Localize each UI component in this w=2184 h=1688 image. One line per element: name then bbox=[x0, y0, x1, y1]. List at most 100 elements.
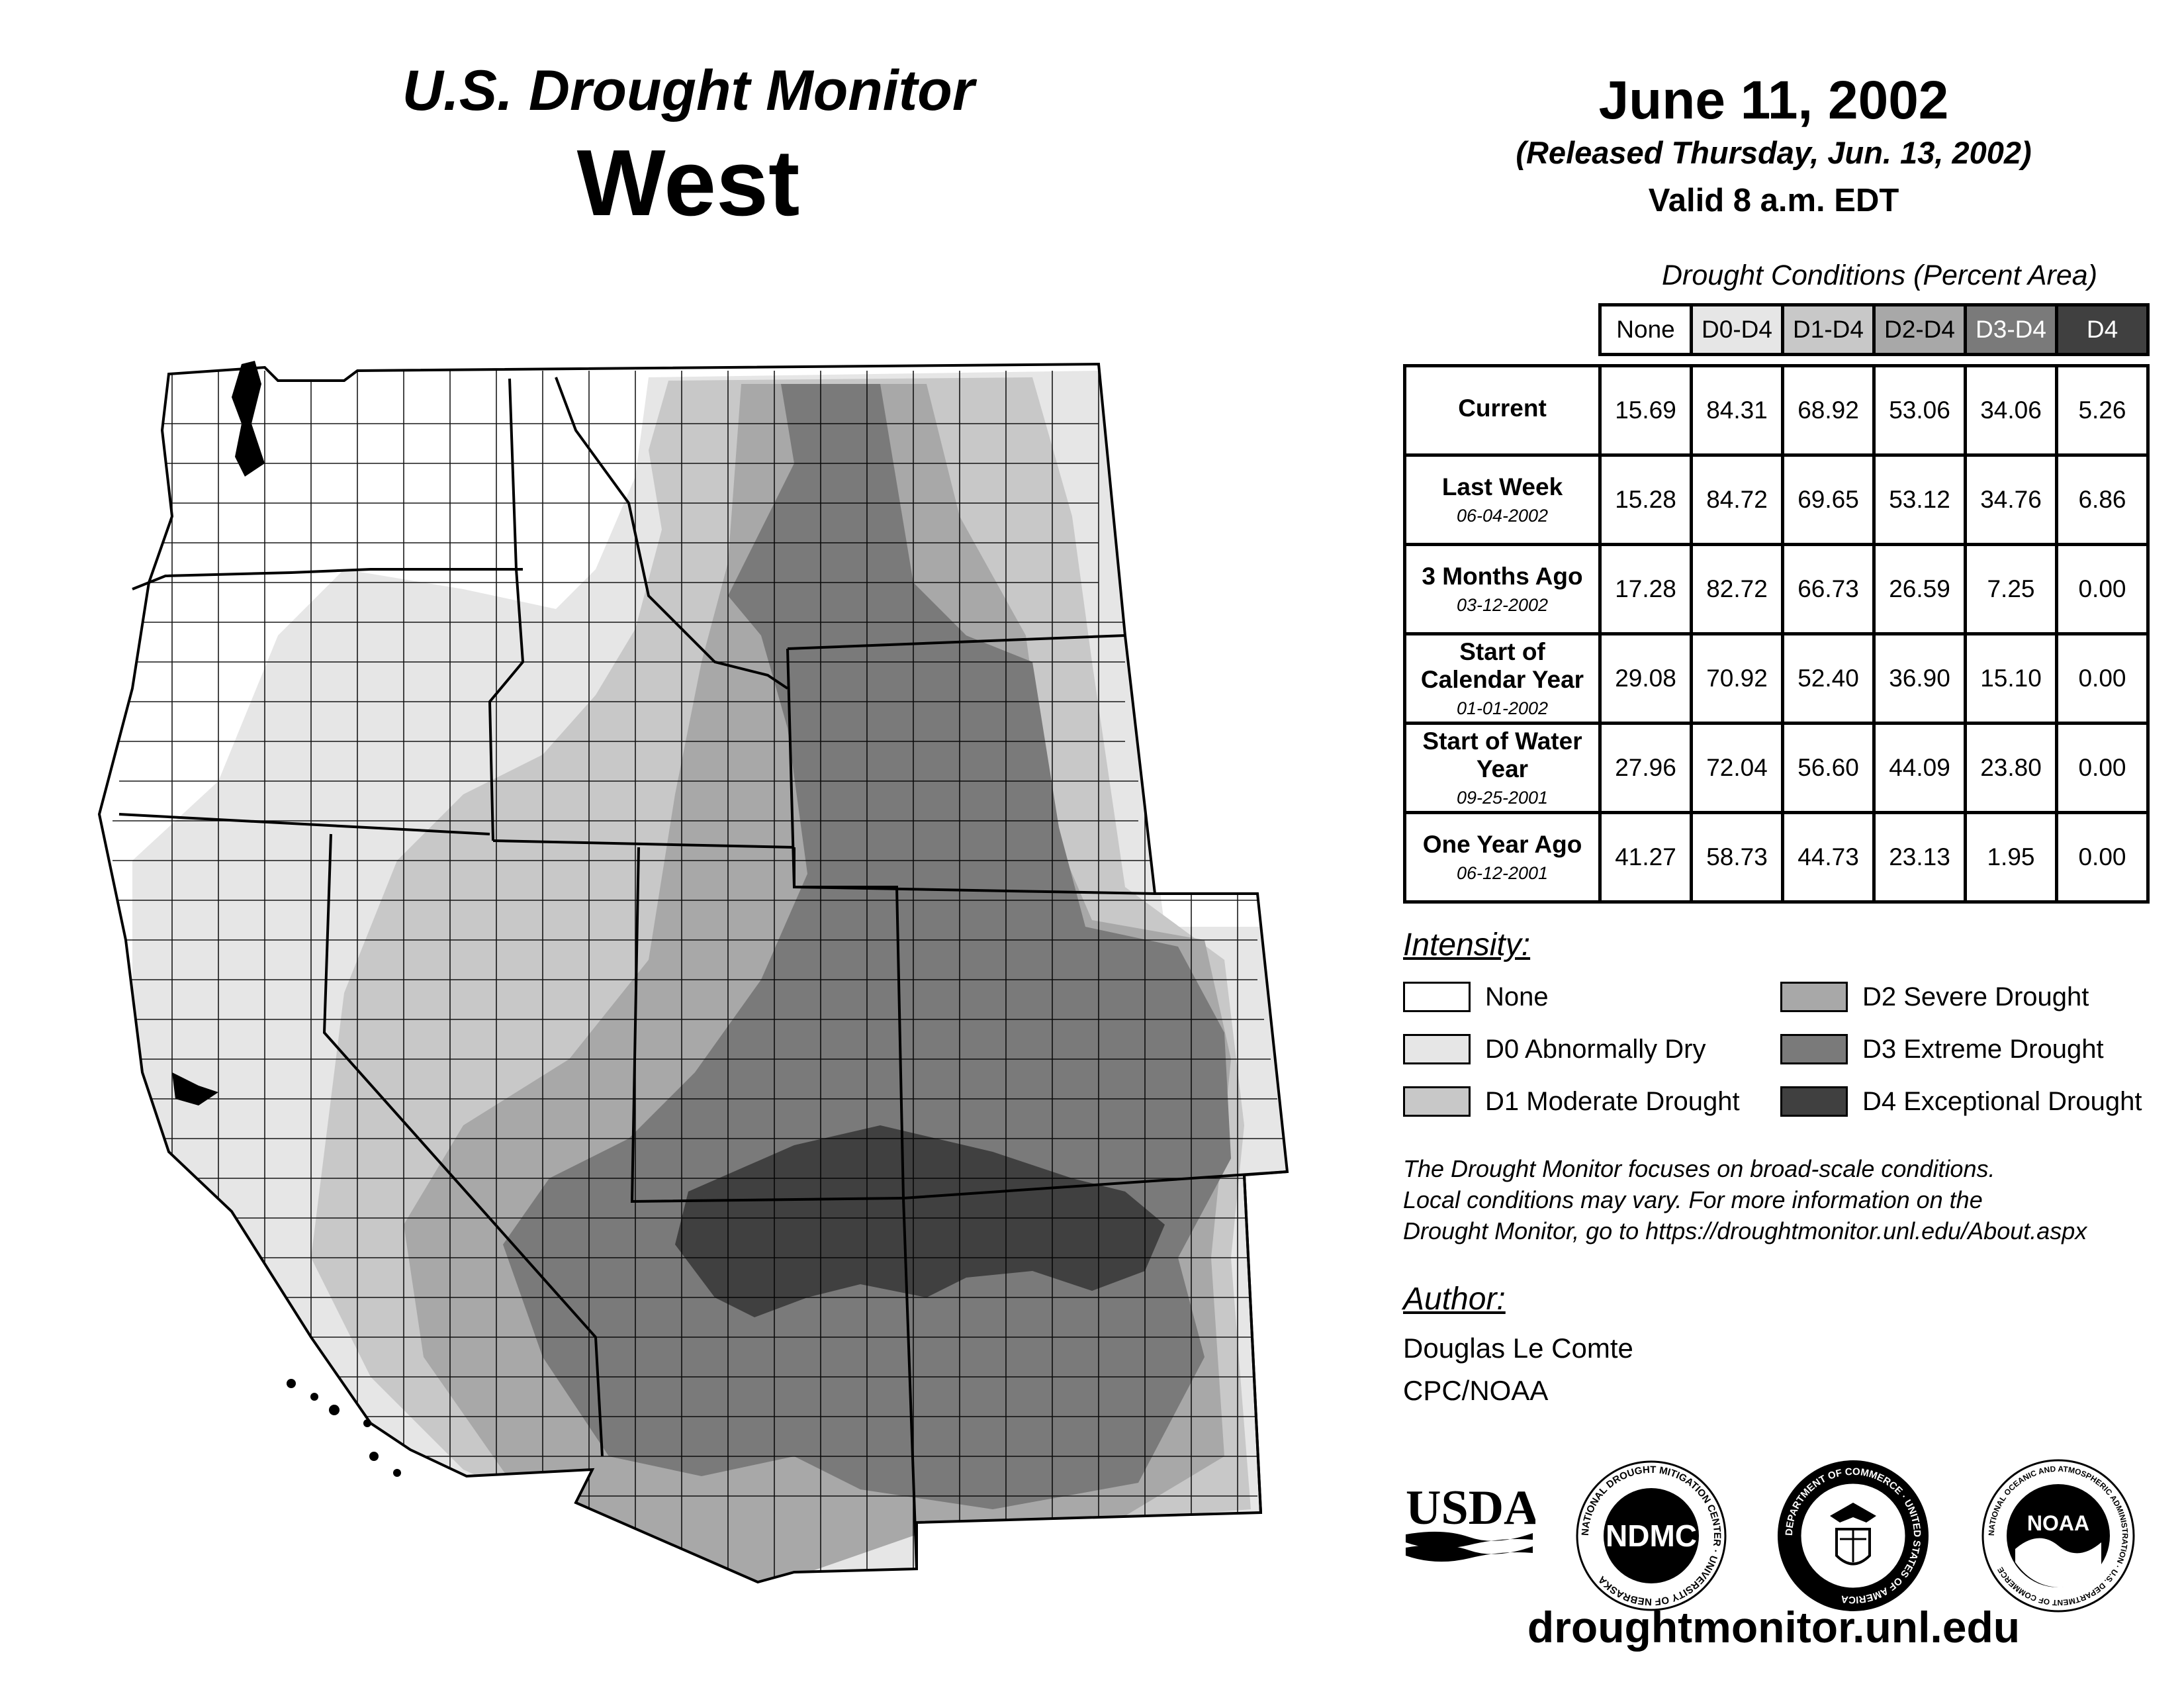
table-cell: 72.04 bbox=[1690, 722, 1784, 814]
drought-area-d4 bbox=[675, 1125, 1165, 1317]
table-row: Start of Calendar Year 01-01-2002 29.08 70.… bbox=[1403, 632, 2150, 725]
table-cell: 23.13 bbox=[1872, 811, 1967, 904]
column-header: D0-D4 bbox=[1690, 303, 1784, 356]
state-boundaries bbox=[97, 362, 1289, 1584]
legend-label: None bbox=[1485, 982, 1549, 1011]
table-cell: 53.06 bbox=[1872, 364, 1967, 457]
table-cell: 27.96 bbox=[1598, 722, 1693, 814]
table-cell: 34.06 bbox=[1964, 364, 2058, 457]
table-cell: 69.65 bbox=[1781, 453, 1876, 546]
legend-item: D2 Severe Drought bbox=[1780, 982, 2089, 1012]
author-org: CPC/NOAA bbox=[1403, 1375, 1549, 1406]
table-cell: 15.10 bbox=[1964, 632, 2058, 725]
map-title: U.S. Drought Monitor bbox=[402, 59, 975, 122]
legend-item: D0 Abnormally Dry bbox=[1403, 1034, 1706, 1064]
table-cell: 44.73 bbox=[1781, 811, 1876, 904]
table-cell: 52.40 bbox=[1781, 632, 1876, 725]
table-cell: 6.86 bbox=[2055, 453, 2150, 546]
usda-logo-text: USDA bbox=[1406, 1481, 1535, 1535]
legend-swatch bbox=[1403, 1034, 1471, 1064]
legend-swatch bbox=[1780, 1086, 1848, 1117]
row-label: Current bbox=[1403, 364, 1602, 457]
author-block: Douglas Le Comte CPC/NOAA bbox=[1403, 1327, 1633, 1412]
region-title: West bbox=[576, 130, 800, 236]
disclaimer-line: Local conditions may vary. For more info… bbox=[1403, 1186, 1983, 1213]
table-row: 3 Months Ago 03-12-2002 17.28 82.72 66.73 26.… bbox=[1403, 543, 2150, 635]
table-cell: 23.80 bbox=[1964, 722, 2058, 814]
table-cell: 0.00 bbox=[2055, 811, 2150, 904]
table-row: Last Week 06-04-2002 15.28 84.72 69.65 53.12 3… bbox=[1403, 453, 2150, 546]
release-date: (Released Thursday, Jun. 13, 2002) bbox=[1516, 135, 2032, 170]
table-cell: 53.12 bbox=[1872, 453, 1967, 546]
map-date: June 11, 2002 bbox=[1598, 70, 1949, 130]
table-cell: 56.60 bbox=[1781, 722, 1876, 814]
table-cell: 29.08 bbox=[1598, 632, 1693, 725]
row-date: 09-25-2001 bbox=[1456, 788, 1549, 808]
legend-label: D3 Extreme Drought bbox=[1862, 1034, 2104, 1064]
table-cell: 36.90 bbox=[1872, 632, 1967, 725]
coastal-features bbox=[172, 361, 401, 1477]
website-url[interactable]: droughtmonitor.unl.edu bbox=[1527, 1603, 2021, 1652]
column-header: None bbox=[1598, 303, 1693, 356]
legend-label: D2 Severe Drought bbox=[1862, 982, 2089, 1011]
table-cell: 84.31 bbox=[1690, 364, 1784, 457]
table-row: One Year Ago 06-12-2001 41.27 58.73 44.73 23.… bbox=[1403, 811, 2150, 904]
noaa-logo: NATIONAL OCEANIC AND ATMOSPHERIC ADMINIS… bbox=[1979, 1456, 2138, 1615]
column-header: D3-D4 bbox=[1964, 303, 2058, 356]
table-cell: 0.00 bbox=[2055, 543, 2150, 635]
legend-item: D4 Exceptional Drought bbox=[1780, 1086, 2142, 1117]
row-label: Start of Water Year 09-25-2001 bbox=[1403, 722, 1602, 814]
disclaimer-line: Drought Monitor, go to https://droughtmo… bbox=[1403, 1217, 2087, 1244]
table-cell: 34.76 bbox=[1964, 453, 2058, 546]
row-label-text: 3 Months Ago bbox=[1422, 563, 1583, 590]
table-row: Current 15.69 84.31 68.92 53.06 34.06 5.26 bbox=[1403, 364, 2150, 457]
legend-swatch bbox=[1403, 1086, 1471, 1117]
table-cell: 44.09 bbox=[1872, 722, 1967, 814]
row-date: 06-12-2001 bbox=[1456, 863, 1549, 883]
row-date: 03-12-2002 bbox=[1456, 594, 1549, 615]
table-cell: 41.27 bbox=[1598, 811, 1693, 904]
legend-swatch bbox=[1780, 1034, 1848, 1064]
legend-label: D0 Abnormally Dry bbox=[1485, 1034, 1706, 1064]
legend-item: D3 Extreme Drought bbox=[1780, 1034, 2104, 1064]
ndmc-logo: NATIONAL DROUGHT MITIGATION CENTER · UNI… bbox=[1572, 1456, 1731, 1615]
author-label: Author: bbox=[1403, 1282, 1506, 1317]
table-cell: 15.28 bbox=[1598, 453, 1693, 546]
svg-text:NDMC: NDMC bbox=[1606, 1519, 1697, 1553]
table-cell: 0.00 bbox=[2055, 632, 2150, 725]
row-label: Last Week 06-04-2002 bbox=[1403, 453, 1602, 546]
row-label: One Year Ago 06-12-2001 bbox=[1403, 811, 1602, 904]
table-cell: 17.28 bbox=[1598, 543, 1693, 635]
legend-label: D1 Moderate Drought bbox=[1485, 1086, 1740, 1116]
column-header: D2-D4 bbox=[1872, 303, 1967, 356]
legend-swatch bbox=[1780, 982, 1848, 1012]
table-corner bbox=[1405, 305, 1600, 355]
legend-item: D1 Moderate Drought bbox=[1403, 1086, 1740, 1117]
legend-item: None bbox=[1403, 982, 1549, 1012]
table-spacer bbox=[1404, 354, 2148, 367]
table-row: Start of Water Year 09-25-2001 27.96 72.04 5… bbox=[1403, 722, 2150, 814]
table-cell: 68.92 bbox=[1781, 364, 1876, 457]
disclaimer: The Drought Monitor focuses on broad-sca… bbox=[1403, 1153, 2171, 1246]
svg-text:NOAA: NOAA bbox=[2027, 1511, 2089, 1535]
row-date: 01-01-2002 bbox=[1456, 698, 1549, 719]
table-cell: 26.59 bbox=[1872, 543, 1967, 635]
row-label: Start of Calendar Year 01-01-2002 bbox=[1403, 632, 1602, 725]
drought-map bbox=[97, 361, 1289, 1584]
row-label-text: Last Week bbox=[1441, 473, 1563, 501]
column-header: D4 bbox=[2055, 303, 2150, 356]
table-cell: 70.92 bbox=[1690, 632, 1784, 725]
table-cell: 7.25 bbox=[1964, 543, 2058, 635]
table-cell: 15.69 bbox=[1598, 364, 1693, 457]
drought-conditions-table: None D0-D4 D1-D4 D2-D4 D3-D4 D4 Current 15.69 84… bbox=[1403, 303, 2150, 904]
table-cell: 82.72 bbox=[1690, 543, 1784, 635]
column-header: D1-D4 bbox=[1781, 303, 1876, 356]
row-date: 06-04-2002 bbox=[1456, 505, 1549, 526]
table-cell: 66.73 bbox=[1781, 543, 1876, 635]
table-cell: 5.26 bbox=[2055, 364, 2150, 457]
table-cell: 84.72 bbox=[1690, 453, 1784, 546]
row-label: 3 Months Ago 03-12-2002 bbox=[1403, 543, 1602, 635]
table-caption: Drought Conditions (Percent Area) bbox=[1661, 259, 2098, 291]
row-label-text: Current bbox=[1458, 394, 1547, 422]
legend-label: D4 Exceptional Drought bbox=[1862, 1086, 2142, 1116]
